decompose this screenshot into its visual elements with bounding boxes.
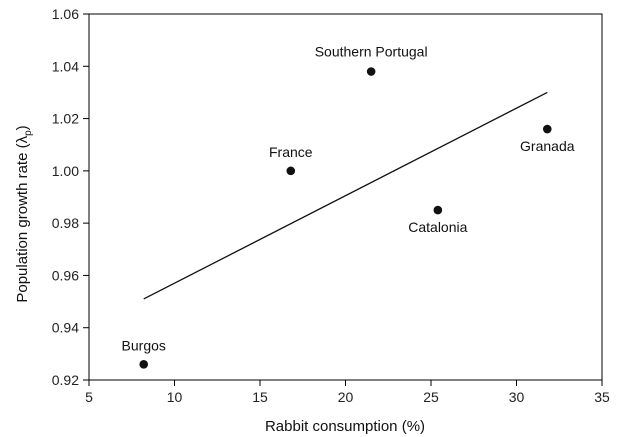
- x-tick-label: 20: [338, 389, 354, 405]
- regression-line: [143, 91, 548, 300]
- x-tick-label: 5: [85, 389, 93, 405]
- y-tick-label: 1.00: [52, 163, 79, 179]
- data-point: [139, 360, 149, 369]
- axes: [88, 13, 603, 381]
- data-point-label: France: [269, 144, 313, 160]
- x-tick-label: 35: [594, 389, 610, 405]
- y-axis-title-close: ): [14, 125, 31, 130]
- y-tick-label: 1.04: [52, 58, 79, 74]
- y-axis-title-subscript: p: [23, 130, 34, 136]
- data-point-label: Southern Portugal: [315, 44, 428, 60]
- data-point-label: Burgos: [122, 337, 166, 353]
- y-ticks: 0.92 0.94 0.96 0.98 1.00 1.02 1.04 1.06: [52, 6, 89, 388]
- data-point: [366, 67, 376, 76]
- point-labels: Burgos France Southern Portugal Catalonia Gr…: [122, 44, 575, 354]
- y-axis-title-text: Population growth rate (: [14, 143, 31, 302]
- regression-line-group: [143, 91, 548, 300]
- y-tick-label: 0.92: [52, 372, 79, 388]
- y-tick-label: 1.02: [52, 111, 79, 127]
- plot-frame: [88, 13, 603, 381]
- x-tick-label: 15: [252, 389, 268, 405]
- data-point-label: Catalonia: [408, 219, 467, 235]
- y-axis-title: Population growth rate (λp): [14, 125, 34, 302]
- y-tick-label: 0.94: [52, 320, 79, 336]
- y-tick-label: 0.96: [52, 267, 79, 283]
- x-tick-label: 30: [509, 389, 525, 405]
- data-point: [542, 124, 552, 134]
- y-axis-title-symbol: λ: [14, 135, 31, 143]
- y-tick-label: 0.98: [52, 215, 79, 231]
- x-axis-title: Rabbit consumption (%): [265, 418, 425, 435]
- x-tick-label: 25: [423, 389, 439, 405]
- data-points: [139, 67, 552, 369]
- data-point: [286, 166, 296, 176]
- x-tick-label: 10: [167, 389, 183, 405]
- x-ticks: 5 10 15 20 25 30 35: [85, 380, 610, 405]
- y-tick-label: 1.06: [52, 6, 79, 22]
- data-point: [433, 205, 443, 215]
- data-point-label: Granada: [520, 138, 575, 154]
